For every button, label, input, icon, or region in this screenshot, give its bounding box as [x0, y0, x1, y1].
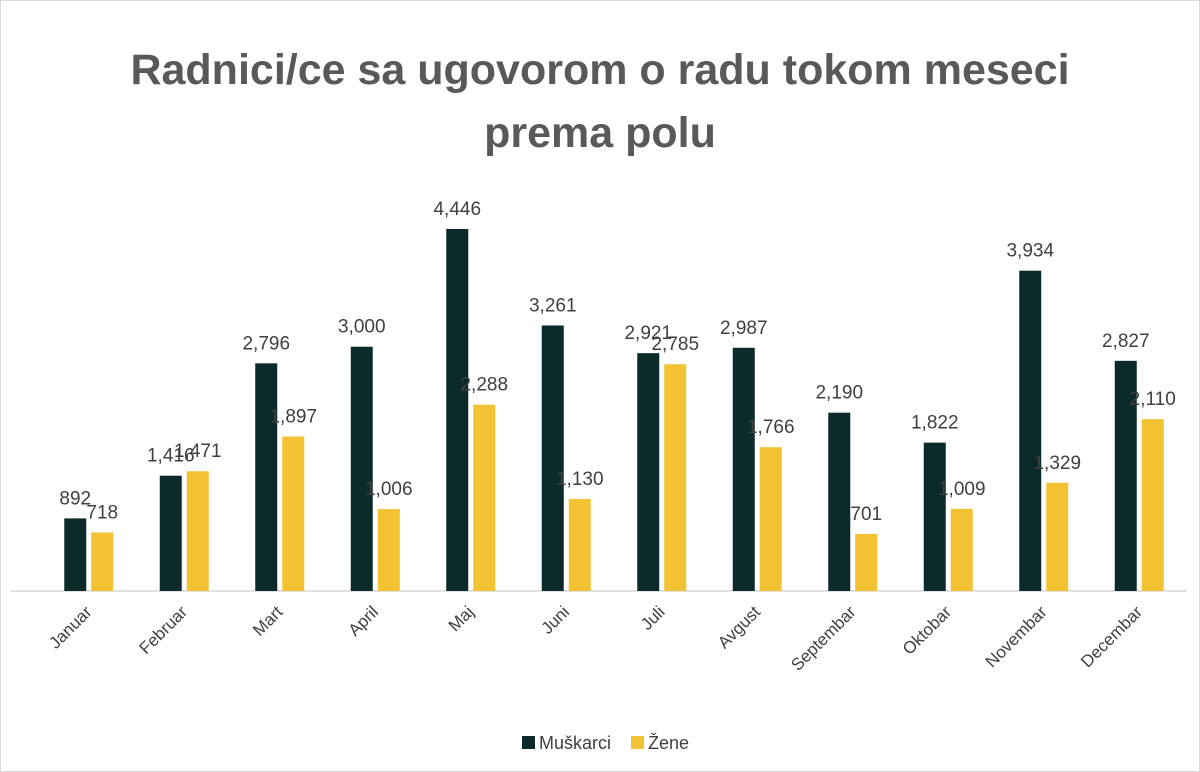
bar: [91, 532, 114, 591]
bar: [732, 347, 755, 591]
bar: [255, 363, 278, 591]
x-tick-label: Avgust: [714, 602, 764, 652]
x-tick-label: Decembar: [1077, 602, 1146, 671]
bar: [664, 364, 687, 591]
bar: [186, 471, 209, 591]
bar: [1141, 419, 1164, 591]
bar: [950, 508, 973, 591]
x-tick-label: April: [345, 602, 382, 639]
bar: [1114, 360, 1137, 591]
data-label: 1,009: [938, 479, 986, 500]
bar: [159, 475, 182, 591]
chart-title: Radnici/ce sa ugovorom o radu tokom mese…: [130, 46, 1070, 157]
data-label: 2,796: [242, 333, 290, 354]
x-tick-label: Januar: [45, 602, 95, 652]
bar: [350, 346, 373, 591]
bar: [855, 533, 878, 591]
data-label: 1,471: [174, 441, 222, 462]
data-label: 2,827: [1102, 331, 1150, 352]
data-label: 701: [850, 504, 882, 525]
legend-swatch: [522, 736, 535, 749]
data-label: 1,822: [911, 413, 959, 434]
bar: [1019, 270, 1042, 591]
x-tick-label: Mart: [249, 602, 287, 640]
x-tick-label: Novembar: [982, 602, 1051, 671]
bar: [1046, 482, 1069, 591]
data-label: 2,987: [720, 318, 768, 339]
bar: [473, 404, 496, 591]
data-label: 2,190: [815, 383, 863, 404]
data-label: 1,766: [747, 417, 795, 438]
bar: [282, 436, 305, 591]
legend-label: Žene: [648, 733, 689, 753]
data-label: 3,261: [529, 295, 577, 316]
bar: [637, 353, 660, 591]
data-label: 4,446: [433, 199, 481, 220]
data-label: 2,110: [1130, 389, 1176, 410]
bar: [759, 447, 782, 591]
data-label: 2,785: [651, 334, 699, 355]
data-label: 1,897: [269, 407, 317, 428]
x-tick-label: Juli: [637, 602, 668, 633]
data-label: 1,006: [365, 479, 413, 500]
bar: [828, 412, 851, 591]
data-label: 1,130: [556, 469, 604, 490]
bar: [64, 518, 87, 591]
data-label: 2,288: [460, 375, 508, 396]
data-label: 1,329: [1033, 453, 1081, 474]
x-tick-label: Juni: [538, 602, 573, 637]
data-label: 3,934: [1006, 241, 1054, 262]
data-label: 892: [59, 488, 91, 509]
bar: [568, 498, 591, 591]
data-label: 2,921: [624, 323, 672, 344]
bar: [923, 442, 946, 591]
bar: [446, 229, 469, 591]
data-label: 1,416: [147, 446, 195, 467]
legend-label: Muškarci: [539, 733, 611, 753]
data-label: 718: [86, 503, 118, 524]
legend-swatch: [631, 736, 645, 749]
x-tick-label: Oktobar: [899, 602, 955, 658]
bar: [377, 509, 400, 591]
bar: [541, 325, 564, 591]
x-tick-label: Maj: [445, 602, 478, 635]
x-tick-label: Februar: [136, 602, 192, 658]
data-label: 3,000: [338, 317, 386, 338]
x-tick-label: Septembar: [787, 602, 859, 674]
